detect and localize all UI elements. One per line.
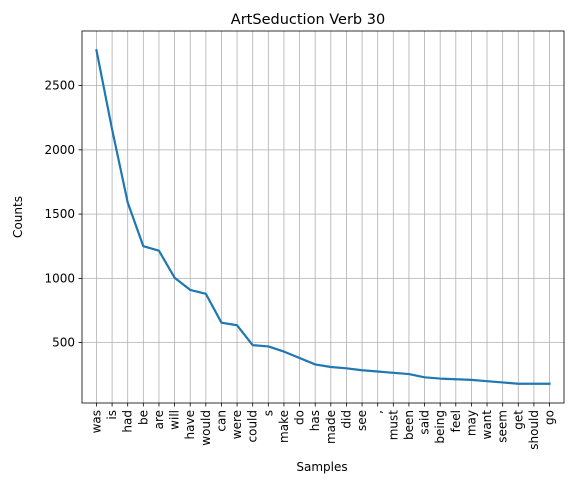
chart-title: ArtSeduction Verb 30 bbox=[231, 12, 385, 28]
x-tick-label: go bbox=[543, 410, 557, 425]
y-tick-label: 500 bbox=[52, 336, 75, 350]
plot-frame bbox=[81, 30, 565, 404]
y-axis-title: Counts bbox=[11, 196, 25, 238]
x-tick-label: has bbox=[308, 410, 322, 431]
grid bbox=[82, 31, 564, 403]
x-tick-label: are bbox=[152, 410, 166, 429]
x-tick-label: said bbox=[418, 410, 432, 435]
x-tick-label: , bbox=[371, 410, 385, 414]
axis-ticks: was is had be are will have would can were could s m… bbox=[44, 79, 556, 450]
x-tick-label: do bbox=[293, 410, 307, 425]
x-tick-label: being bbox=[433, 410, 447, 444]
x-tick-label: seem bbox=[496, 410, 510, 443]
y-tick-label: 2500 bbox=[44, 79, 75, 93]
x-tick-label: can bbox=[214, 410, 228, 432]
x-tick-label: see bbox=[355, 410, 369, 431]
x-tick-label: did bbox=[339, 410, 353, 429]
x-tick-label: be bbox=[136, 410, 150, 425]
x-tick-label: were bbox=[230, 410, 244, 439]
x-tick-label: was bbox=[89, 410, 103, 433]
x-tick-label: would bbox=[199, 410, 213, 446]
y-tick-label: 1500 bbox=[44, 207, 75, 221]
x-tick-label: will bbox=[168, 410, 182, 430]
x-tick-label: may bbox=[464, 410, 478, 436]
x-tick-label: get bbox=[511, 410, 525, 430]
x-tick-label: should bbox=[527, 410, 541, 450]
x-tick-label: made bbox=[324, 410, 338, 444]
x-tick-label: had bbox=[121, 410, 135, 433]
x-tick-label: s bbox=[261, 410, 275, 416]
x-tick-label: must bbox=[386, 410, 400, 441]
plot-area bbox=[95, 48, 551, 385]
x-axis-title: Samples bbox=[296, 460, 347, 474]
y-tick-label: 1000 bbox=[44, 271, 75, 285]
x-tick-label: is bbox=[105, 410, 119, 420]
x-tick-label: feel bbox=[449, 410, 463, 432]
x-tick-label: been bbox=[402, 410, 416, 440]
series-line bbox=[95, 48, 551, 385]
x-tick-label: have bbox=[183, 410, 197, 439]
x-tick-label: want bbox=[480, 410, 494, 440]
y-tick-label: 2000 bbox=[44, 143, 75, 157]
x-tick-label: make bbox=[277, 410, 291, 443]
x-tick-label: could bbox=[246, 410, 260, 443]
